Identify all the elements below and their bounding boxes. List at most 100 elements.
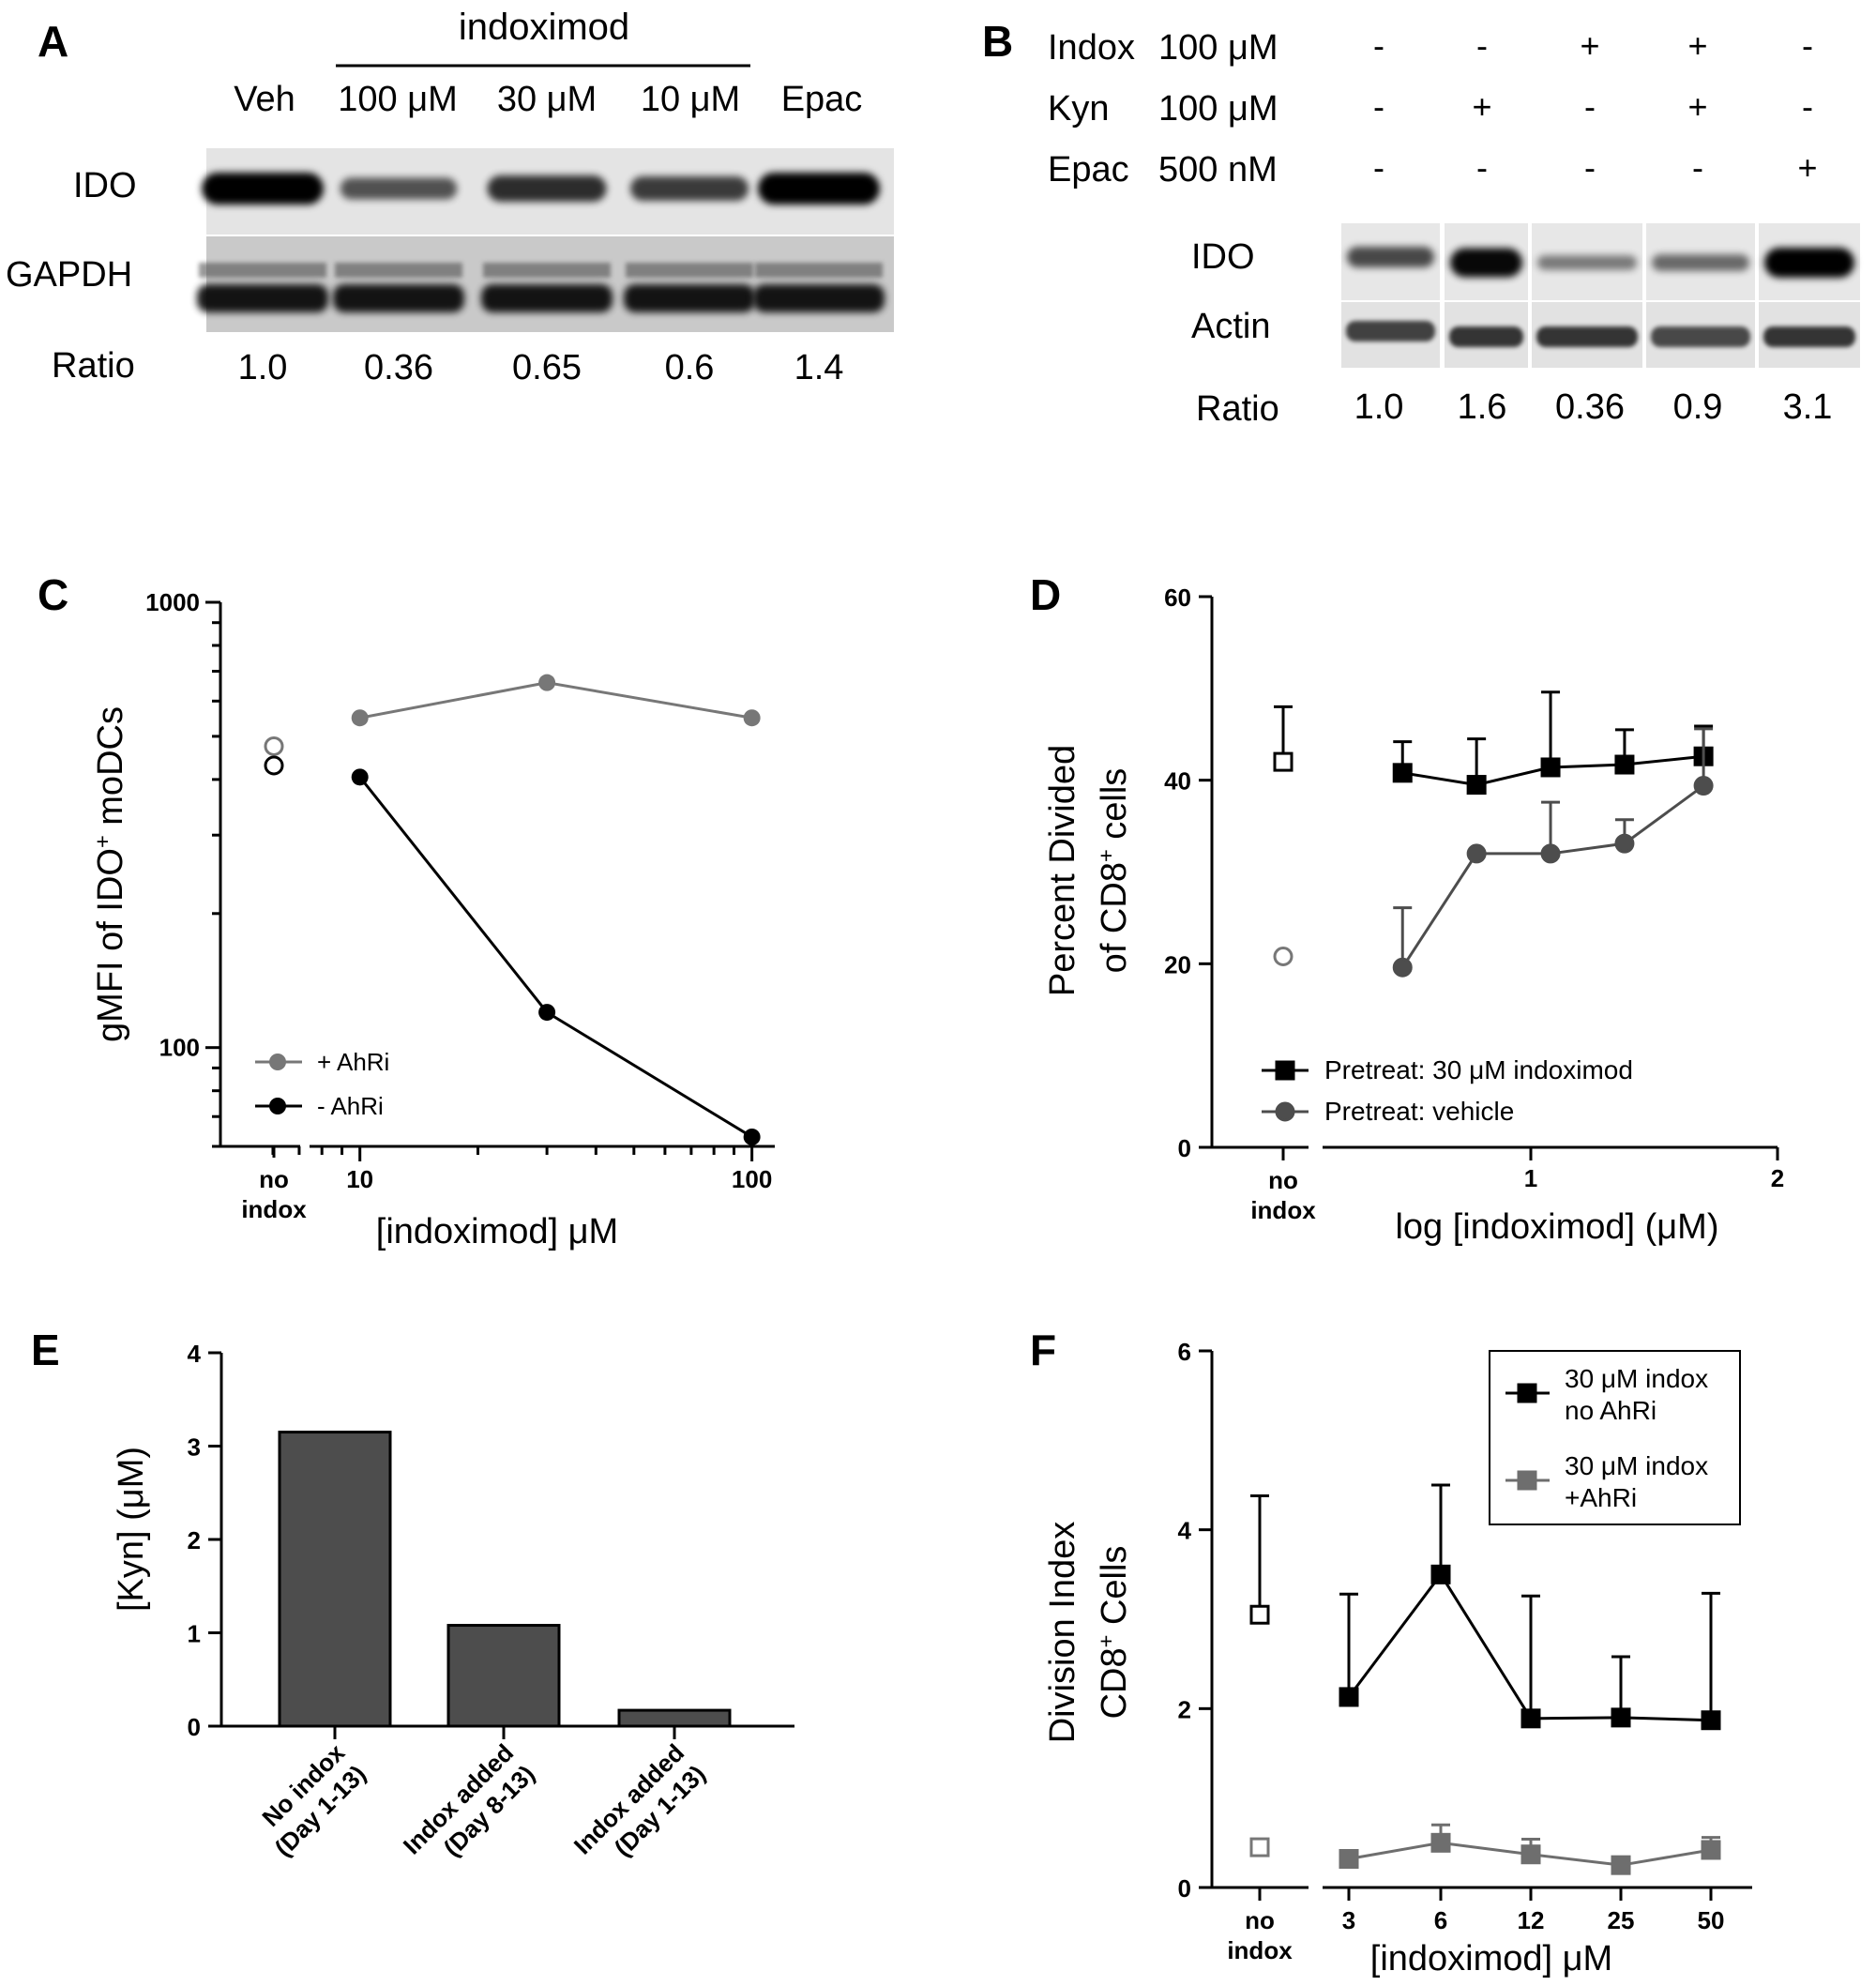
panel-f-legend-label-line2: no AhRi [1565, 1396, 1657, 1425]
panel-d-legend-marker [1275, 1101, 1295, 1122]
panel-a-group-label: indoximod [459, 7, 629, 48]
panel-a-letter: A [38, 17, 68, 66]
panel-d-point [1392, 763, 1413, 783]
panel-b-treatment-dose: 500 nM [1158, 150, 1278, 190]
panel-c-legend-label: - AhRi [317, 1092, 384, 1120]
panel-f-legend-label-line2: +AhRi [1565, 1483, 1637, 1512]
panel-d-y-tick-label: 20 [1164, 950, 1191, 978]
panel-e-category-label: No indox(Day 1-13) [256, 1738, 371, 1862]
panel-d-y-tick-label: 0 [1178, 1134, 1191, 1162]
panel-f-no-indox-label: no [1245, 1906, 1275, 1934]
panel-f-legend-box [1489, 1350, 1741, 1525]
panel-b-treatment-sign: - [1584, 87, 1596, 126]
panel-d-no-indox-label: indox [1250, 1196, 1316, 1224]
panel-b-treatment-sign: - [1802, 26, 1813, 65]
panel-b-treatment-table: Indox 100 μM - - + + - Kyn 100 μM - + - + - Epac 500 nM… [1048, 26, 1818, 190]
panel-d-point [1693, 776, 1714, 796]
panel-d-point [1466, 775, 1487, 796]
panel-b-treatment-dose: 100 μM [1158, 89, 1278, 129]
panel-c-point [743, 709, 761, 727]
panel-f-x-tick-label: 3 [1342, 1906, 1355, 1934]
panel-b-ratios: 1.0 1.6 0.36 0.9 3.1 [1354, 387, 1833, 427]
panel-d-letter: D [1030, 570, 1061, 619]
panel-d-point [1614, 833, 1635, 854]
panel-e-category-label: Indox added(Day 1-13) [568, 1738, 711, 1862]
panel-c-no-indox-label: no [259, 1165, 289, 1193]
panel-f-error-bar [1611, 1655, 1630, 1718]
panel-a-gapdh-band [624, 284, 755, 312]
panel-a-ratios: 1.0 0.36 0.65 0.6 1.4 [238, 348, 844, 387]
panel-c-legend-marker [269, 1054, 286, 1070]
panel-b-treatment-sign: + [1687, 87, 1707, 126]
panel-f-x-tick-label: 50 [1698, 1906, 1725, 1934]
panel-b-ratio-value: 0.36 [1555, 387, 1625, 427]
panel-c-no-indox-point [264, 755, 284, 776]
panel-f-y-label-line2-tail: Cells [1095, 1546, 1134, 1635]
panel-f-point [1520, 1844, 1541, 1865]
panel-f-no-indox-error-bar [1250, 1493, 1269, 1615]
panel-d-y-label-line2-main: of CD8 [1095, 862, 1134, 973]
panel-b-treatment-sign: - [1584, 148, 1596, 187]
panel-e-bar [617, 1708, 732, 1728]
panel-c-y-tick-label: 1000 [145, 588, 200, 616]
panel-f-x-tick-label: 6 [1434, 1906, 1447, 1934]
panel-f-y-label-line2-sup: + [1094, 1635, 1118, 1648]
panel-b: B Indox 100 μM - - + + - Kyn 100 μM - + - + - Epac 500 … [982, 17, 1860, 429]
panel-f-legend-marker [1517, 1383, 1537, 1403]
panel-b-letter: B [982, 17, 1013, 66]
panel-b-ido-band [1347, 246, 1434, 268]
panel-f-x-tick-label: 25 [1608, 1906, 1635, 1934]
panel-a-lane-label: 10 μM [641, 80, 740, 119]
panel-f-point [1339, 1687, 1359, 1707]
panel-b-treatment-sign: - [1373, 148, 1384, 187]
panel-b-treatment-sign: - [1476, 148, 1488, 187]
panel-d-legend-marker [1275, 1060, 1295, 1081]
panel-d-point [1614, 754, 1635, 775]
panel-b-treatment-name: Indox [1048, 28, 1135, 68]
panel-b-actin-band [1651, 326, 1750, 347]
panel-f-point [1701, 1840, 1721, 1860]
panel-c-y-label: gMFI of IDO+ moDCs [90, 706, 130, 1042]
panel-b-treatment-sign: - [1476, 26, 1488, 65]
panel-d-legend-label: Pretreat: 30 μM indoximod [1324, 1055, 1633, 1084]
panel-c-y-label-main: gMFI of IDO [91, 848, 130, 1042]
panel-b-actin-band [1449, 326, 1523, 347]
panel-f-y-tick-label: 2 [1178, 1695, 1191, 1723]
panel-b-actin-band [1763, 326, 1855, 347]
panel-a-gapdh-band [333, 284, 464, 312]
panel-a-gapdh-band [753, 284, 885, 312]
panel-a-ido-band [758, 173, 880, 205]
panel-f-error-bar [1431, 1483, 1450, 1575]
panel-e-y-tick-label: 3 [188, 1433, 201, 1462]
panel-a-gapdh-band-upper [483, 263, 611, 278]
panel-d-y-label-line2-sup: + [1094, 849, 1118, 862]
panel-a-row-ido: IDO [73, 166, 137, 205]
panel-a-gapdh-band-upper [199, 263, 326, 278]
panel-f-error-bar [1702, 1591, 1720, 1721]
panel-e-bar [278, 1431, 392, 1728]
panel-b-treatment-dose: 100 μM [1158, 28, 1278, 68]
panel-f-y-label-line2: CD8+ Cells [1094, 1546, 1134, 1720]
panel-e-category-label: Indox added(Day 8-13) [398, 1738, 540, 1862]
panel-d-y-label-line2-tail: cells [1095, 768, 1134, 850]
panel-d-legend-label: Pretreat: vehicle [1324, 1097, 1514, 1126]
panel-b-ido-band [1537, 255, 1637, 270]
panel-c-point [538, 674, 556, 691]
panel-d-y-label-line2: of CD8+ cells [1094, 768, 1134, 974]
panel-a-gapdh-band [197, 284, 328, 312]
panel-d-point [1540, 843, 1561, 864]
panel-c-no-indox-label: indox [241, 1195, 307, 1223]
panel-b-row-actin: Actin [1191, 307, 1270, 346]
panel-e-y-tick-label: 1 [188, 1620, 201, 1648]
panel-b-ido-band [1652, 254, 1749, 271]
panel-c-x-label: [indoximod] μM [376, 1212, 618, 1251]
panel-b-treatment-sign: + [1580, 26, 1599, 65]
panel-a-gapdh-band-upper [755, 263, 883, 278]
panel-f-x-label: [indoximod] μM [1370, 1939, 1612, 1978]
